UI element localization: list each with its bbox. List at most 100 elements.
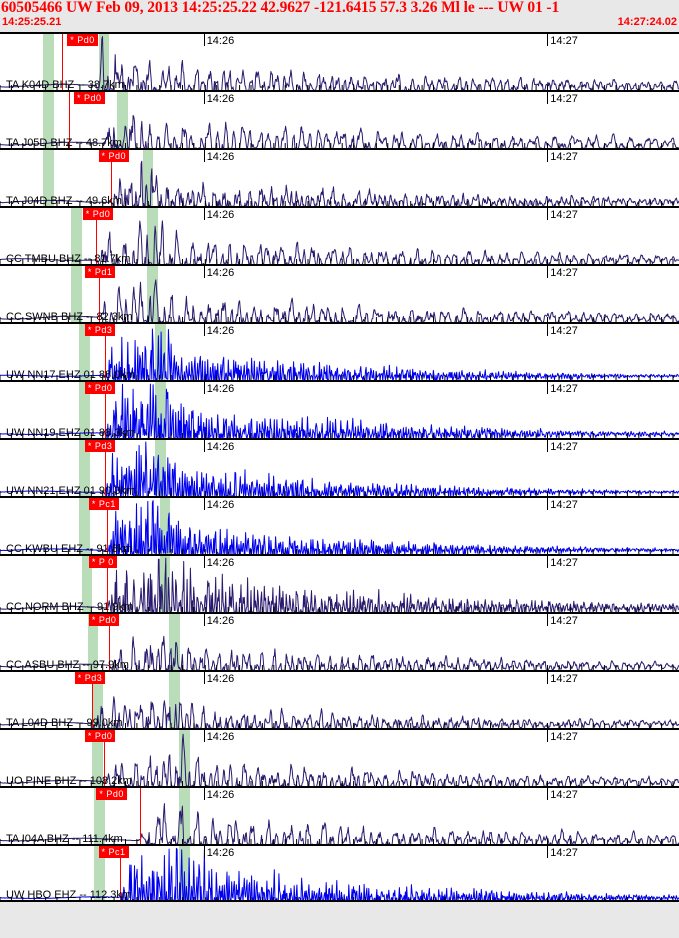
minute-tick bbox=[203, 92, 205, 104]
p-pick-label[interactable]: * Pd3 bbox=[74, 672, 106, 684]
trace-row[interactable]: 14:26 14:27 * Pd0 CC ASBU BHZ -- 97.9km bbox=[0, 612, 679, 670]
station-label: UW NN17 EHZ 01 88.0km bbox=[6, 369, 135, 380]
s-wave-band bbox=[94, 846, 106, 900]
minute-tick bbox=[547, 34, 549, 46]
p-pick-line[interactable] bbox=[109, 614, 111, 670]
p-pick-label[interactable]: * Pd0 bbox=[88, 614, 120, 626]
minute-label: 14:27 bbox=[550, 673, 578, 685]
trace-row[interactable]: 14:26 14:27 * Pd0 TA J05D BHZ -- 48.7km bbox=[0, 90, 679, 148]
minute-tick bbox=[547, 440, 549, 452]
minute-label: 14:27 bbox=[550, 557, 578, 569]
trace-row[interactable]: 14:26 14:27 * Pd0 UO PINE BHZ -- 108.2km bbox=[0, 728, 679, 786]
minute-tick bbox=[203, 730, 205, 742]
trace-row[interactable]: 14:26 14:27 * P 0 CC NORM BHZ -- 91.9km bbox=[0, 554, 679, 612]
trace-row[interactable]: 14:26 14:27 * Pc1 CC KWBU EHZ -- 91.8km bbox=[0, 496, 679, 554]
minute-label: 14:26 bbox=[206, 151, 235, 163]
p-pick-label[interactable]: * Pd0 bbox=[82, 208, 114, 220]
event-header: 60505466 UW Feb 09, 2013 14:25:25.22 42.… bbox=[0, 0, 679, 32]
p-pick-line[interactable] bbox=[61, 34, 63, 90]
minute-label: 14:26 bbox=[206, 441, 235, 453]
p-pick-line[interactable] bbox=[99, 266, 101, 322]
p-pick-line[interactable] bbox=[105, 382, 107, 438]
p-pick-label[interactable]: * Pd0 bbox=[98, 150, 130, 162]
s-wave-band bbox=[91, 672, 103, 728]
p-pick-line[interactable] bbox=[120, 846, 122, 900]
s-wave-band bbox=[91, 730, 103, 786]
minute-label: 14:27 bbox=[550, 441, 578, 453]
s-wave-band bbox=[94, 788, 106, 844]
trace-row[interactable]: 14:26 14:27 * Pd3 UW NN21 EHZ 01 90.3km bbox=[0, 438, 679, 496]
s-wave-band bbox=[169, 672, 180, 728]
p-pick-line[interactable] bbox=[91, 672, 93, 728]
station-label: CC ASBU BHZ -- 97.9km bbox=[6, 659, 129, 670]
s-wave-band bbox=[78, 382, 90, 438]
p-pick-line[interactable] bbox=[107, 556, 109, 612]
p-pick-label[interactable]: * Pc1 bbox=[98, 846, 129, 858]
minute-label: 14:26 bbox=[206, 731, 235, 743]
s-wave-band bbox=[42, 34, 54, 90]
waveform-plot bbox=[0, 382, 679, 438]
waveform-plot bbox=[0, 92, 679, 148]
p-pick-line[interactable] bbox=[103, 730, 105, 786]
trace-row[interactable]: 14:26 14:27 * Pd1 CC SWNB BHZ -- 82.3km bbox=[0, 264, 679, 322]
waveform-plot bbox=[0, 672, 679, 728]
window-start-time: 14:25:25.21 bbox=[2, 16, 62, 28]
minute-label: 14:27 bbox=[550, 383, 578, 395]
p-pick-label[interactable]: * Pd0 bbox=[96, 788, 127, 800]
station-label: UW HBO EHZ -- 112.3km bbox=[6, 889, 132, 901]
minute-tick bbox=[203, 672, 205, 684]
p-pick-label[interactable]: * Pd0 bbox=[84, 730, 116, 742]
p-pick-line[interactable] bbox=[105, 324, 107, 380]
minute-tick bbox=[547, 324, 549, 336]
minute-tick bbox=[203, 382, 205, 394]
minute-tick bbox=[203, 208, 205, 220]
s-wave-band bbox=[116, 92, 128, 148]
p-pick-label[interactable]: * Pd0 bbox=[74, 92, 105, 104]
minute-tick bbox=[203, 150, 205, 162]
station-label: TA J05D BHZ -- 48.7km bbox=[6, 137, 122, 148]
p-pick-line[interactable] bbox=[105, 440, 107, 496]
s-wave-band bbox=[78, 440, 90, 496]
trace-row[interactable]: 14:26 14:27 * Pd0 CC TMBU BHZ -- 81.7km bbox=[0, 206, 679, 264]
s-wave-band bbox=[154, 382, 166, 438]
trace-row[interactable]: 14:26 14:27 * Pd0 UW NN19 EHZ 01 88.3km bbox=[0, 380, 679, 438]
s-wave-band bbox=[81, 556, 93, 612]
minute-tick bbox=[203, 34, 205, 46]
s-wave-band bbox=[78, 498, 90, 554]
p-pick-label[interactable]: * Pd0 bbox=[84, 382, 116, 394]
minute-label: 14:26 bbox=[206, 93, 235, 105]
p-pick-line[interactable] bbox=[69, 92, 71, 148]
trace-row[interactable]: 14:26 14:27 * Pd0 TA I04A BHZ -- 111.4km bbox=[0, 786, 679, 844]
event-header-title: 60505466 UW Feb 09, 2013 14:25:25.22 42.… bbox=[1, 0, 560, 16]
minute-label: 14:27 bbox=[550, 209, 578, 221]
minute-label: 14:27 bbox=[550, 731, 578, 743]
minute-label: 14:26 bbox=[206, 383, 235, 395]
minute-label: 14:26 bbox=[206, 209, 235, 221]
p-pick-line[interactable] bbox=[111, 150, 113, 206]
p-pick-line[interactable] bbox=[96, 208, 98, 264]
trace-stack[interactable]: 14:26 14:27 * Pd0 TA K04D BHZ -- 38.7km 14:2… bbox=[0, 32, 679, 938]
p-pick-label[interactable]: * Pd3 bbox=[84, 324, 116, 336]
p-pick-line[interactable] bbox=[139, 788, 141, 844]
trace-row[interactable]: 14:26 14:27 * Pd0 TA K04D BHZ -- 38.7km bbox=[0, 32, 679, 90]
p-pick-label[interactable]: * Pd0 bbox=[67, 34, 98, 46]
minute-label: 14:26 bbox=[206, 789, 235, 801]
s-wave-band bbox=[159, 498, 171, 554]
p-pick-line[interactable] bbox=[107, 498, 109, 554]
trace-row[interactable]: 14:26 14:27 * Pd3 TA L04D BHZ -- 99.0km bbox=[0, 670, 679, 728]
station-label: CC SWNB BHZ -- 82.3km bbox=[6, 311, 133, 322]
p-pick-label[interactable]: * P 0 bbox=[88, 556, 117, 568]
station-label: TA K04D BHZ -- 38.7km bbox=[6, 79, 124, 90]
minute-tick bbox=[203, 614, 205, 626]
p-pick-label[interactable]: * Pd1 bbox=[84, 266, 116, 278]
trace-row[interactable]: 14:26 14:27 * Pd3 UW NN17 EHZ 01 88.0km bbox=[0, 322, 679, 380]
trace-row[interactable]: 14:26 14:27 * Pc1 UW HBO EHZ -- 112.3km bbox=[0, 844, 679, 902]
waveform-plot bbox=[0, 556, 679, 612]
p-pick-label[interactable]: * Pd3 bbox=[84, 440, 116, 452]
minute-tick bbox=[547, 730, 549, 742]
minute-tick bbox=[547, 266, 549, 278]
trace-row[interactable]: 14:26 14:27 * Pd0 TA J04D BHZ -- 49.6km bbox=[0, 148, 679, 206]
p-pick-label[interactable]: * Pc1 bbox=[88, 498, 119, 510]
station-label: UW NN19 EHZ 01 88.3km bbox=[6, 427, 135, 438]
minute-tick bbox=[547, 382, 549, 394]
